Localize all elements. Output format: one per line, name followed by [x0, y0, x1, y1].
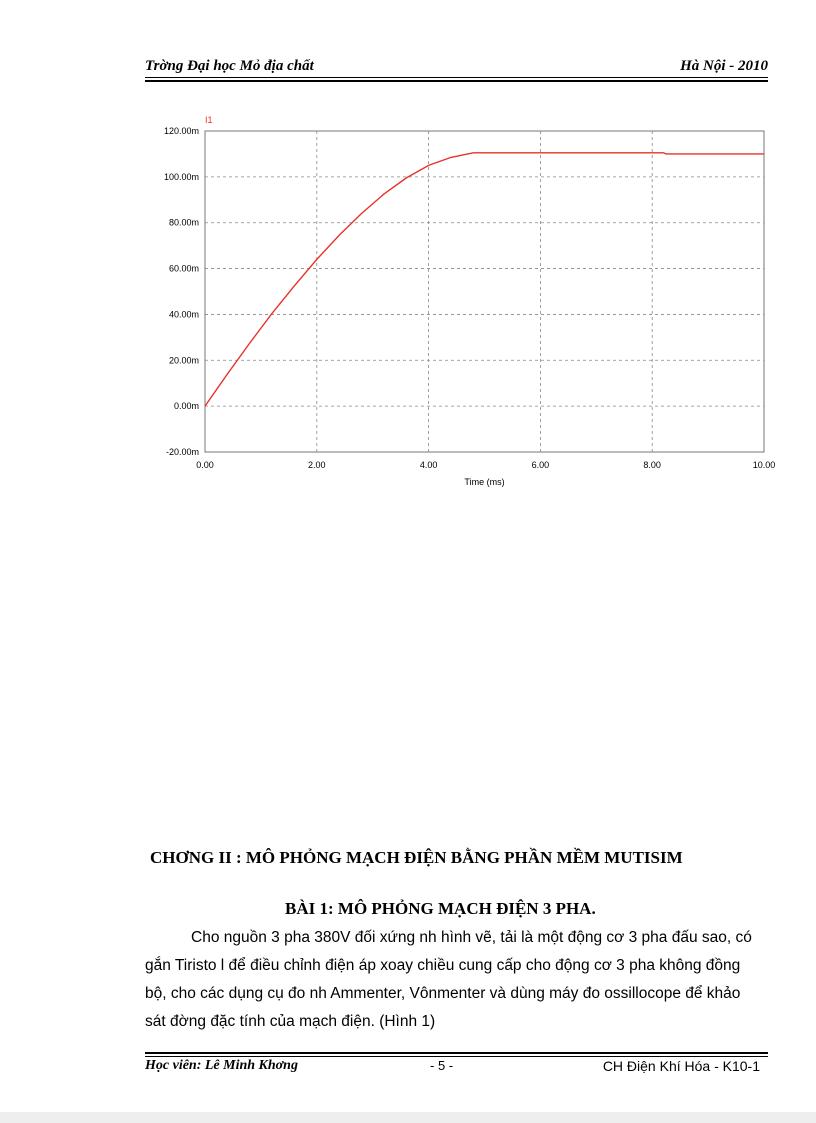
y-tick-label: 100.00m	[164, 172, 199, 182]
series-label: I1	[205, 115, 213, 125]
x-tick-label: 10.00	[753, 460, 776, 470]
header-rule-thick	[145, 80, 768, 82]
y-tick-label: 0.00m	[174, 401, 199, 411]
current-chart: 120.00m 100.00m 80.00m 60.00m 40.00m 20.00m 0.…	[140, 110, 790, 500]
chart-svg: 120.00m 100.00m 80.00m 60.00m 40.00m 20.00m 0.…	[164, 115, 776, 487]
y-tick-label: 40.00m	[169, 309, 199, 319]
page-footer: Học viên: Lê Minh Khơng - 5 - CH Điện Kh…	[145, 1058, 768, 1076]
x-tick-label: 6.00	[532, 460, 550, 470]
x-tick-label: 2.00	[308, 460, 326, 470]
chapter-title: CHƠNG II : MÔ PHỎNG MẠCH ĐIỆN BẰNG PHẦN …	[150, 848, 683, 867]
page-bottom-band	[0, 1112, 816, 1123]
lesson-title: BÀI 1: MÔ PHỎNG MẠCH ĐIỆN 3 PHA.	[285, 899, 596, 918]
footer-page-number: - 5 -	[430, 1058, 454, 1073]
x-tick-label: 4.00	[420, 460, 438, 470]
y-tick-label: 20.00m	[169, 355, 199, 365]
y-tick-label: 80.00m	[169, 218, 199, 228]
header-place-year: Hà Nội - 2010	[680, 58, 768, 74]
series-line	[204, 152, 764, 407]
y-tick-label: 60.00m	[169, 264, 199, 274]
footer-rule	[145, 1056, 768, 1057]
footer-author: Học viên: Lê Minh Khơng	[145, 1058, 298, 1073]
header-rule	[145, 77, 768, 78]
x-axis-label: Time (ms)	[464, 477, 504, 487]
header-university: Trờng Đại học Mỏ địa chất	[145, 58, 314, 74]
footer-course: CH Điện Khí Hóa - K10-1	[602, 1058, 760, 1074]
plot-area	[204, 130, 765, 453]
body-paragraph: Cho nguồn 3 pha 380V đối xứng nh hình vẽ…	[145, 929, 752, 1030]
y-tick-label: -20.00m	[166, 447, 199, 457]
page-header: Trờng Đại học Mỏ địa chất Hà Nội - 2010	[145, 58, 768, 78]
x-tick-label: 8.00	[643, 460, 661, 470]
footer-rule-thick	[145, 1052, 768, 1054]
x-tick-label: 0.00	[196, 460, 214, 470]
y-tick-label: 120.00m	[164, 126, 199, 136]
